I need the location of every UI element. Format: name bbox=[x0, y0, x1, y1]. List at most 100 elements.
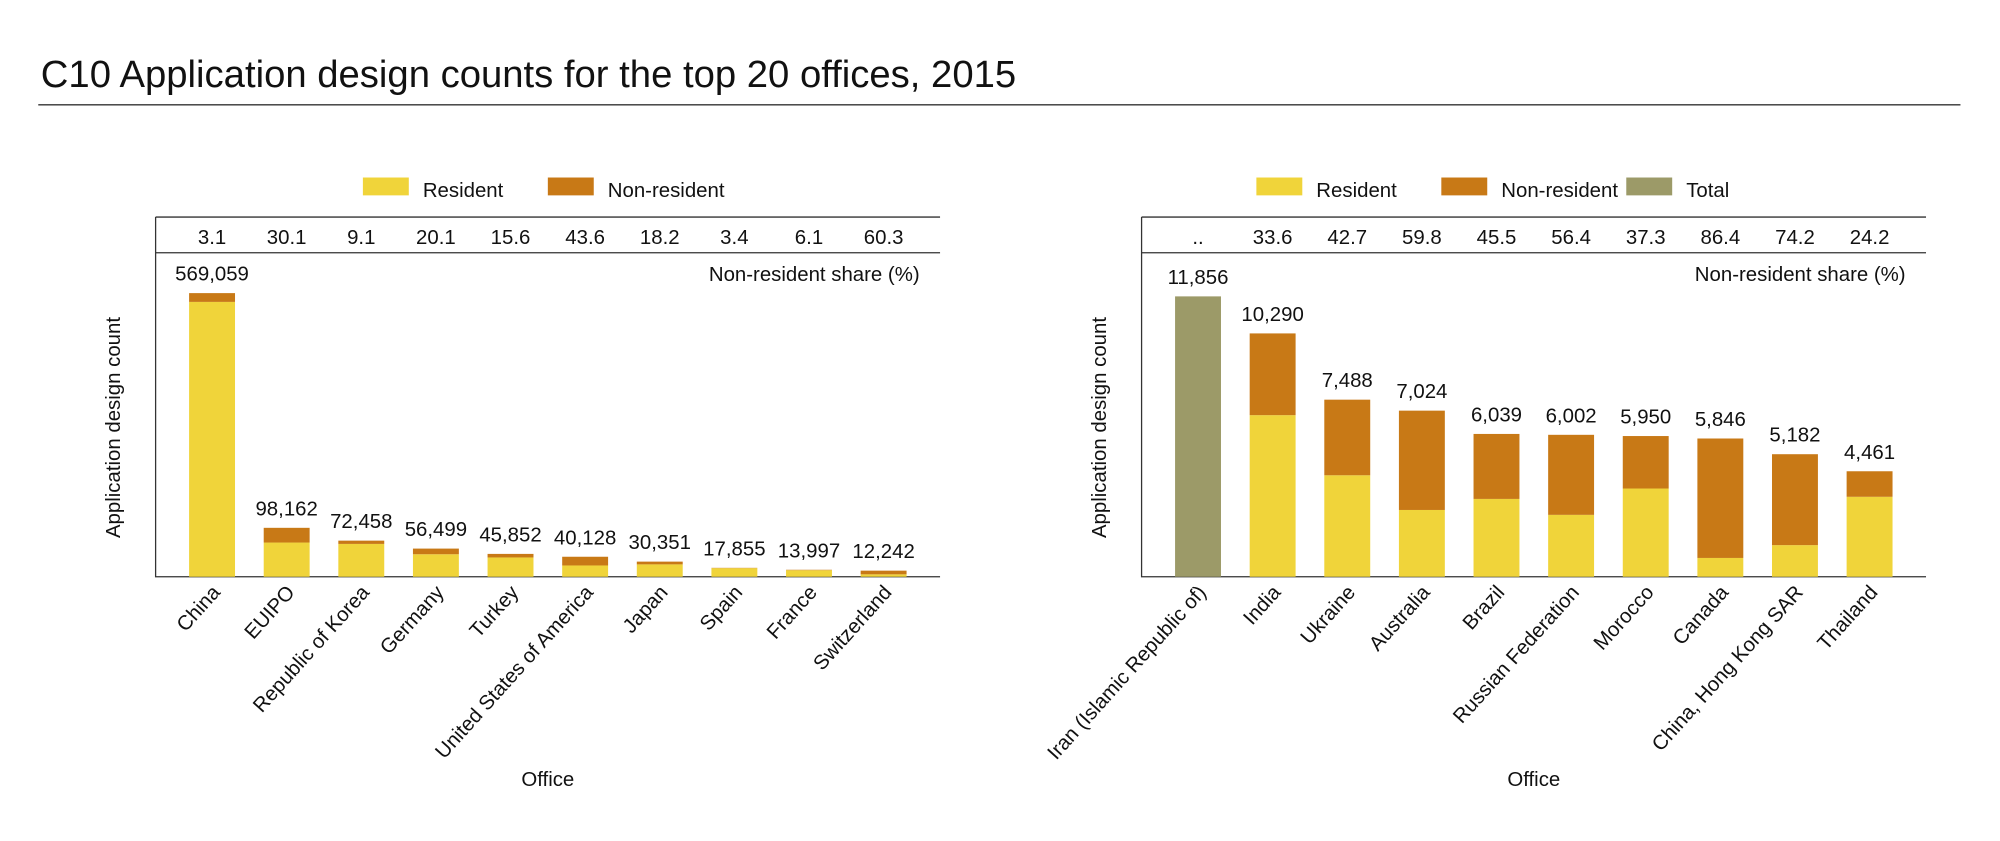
bar-segment bbox=[711, 568, 758, 577]
x-tick-label: Russian Federation bbox=[1449, 582, 1584, 728]
legend-label: Resident bbox=[1316, 180, 1397, 202]
bar-segment bbox=[338, 540, 385, 544]
share-value: 74.2 bbox=[1775, 227, 1815, 249]
total-label: 5,846 bbox=[1695, 409, 1746, 431]
total-label: 7,024 bbox=[1396, 381, 1447, 403]
bar-segment bbox=[1772, 454, 1818, 546]
total-label: 4,461 bbox=[1844, 442, 1895, 464]
share-value: 20.1 bbox=[416, 227, 456, 249]
total-label: 72,458 bbox=[330, 511, 392, 533]
x-tick-label: Switzerland bbox=[810, 582, 897, 675]
bar-segment bbox=[1175, 296, 1221, 577]
total-label: 12,242 bbox=[852, 541, 914, 563]
share-value: 24.2 bbox=[1850, 227, 1890, 249]
legend-label: Non-resident bbox=[1501, 180, 1618, 202]
bar-segment bbox=[1324, 475, 1371, 577]
bar-segment bbox=[1473, 433, 1520, 499]
bar-segment bbox=[189, 301, 236, 577]
total-label: 5,182 bbox=[1769, 425, 1820, 447]
bar-segment bbox=[189, 293, 236, 302]
share-value: 45.5 bbox=[1477, 227, 1517, 249]
x-axis-label: Office bbox=[1507, 769, 1560, 791]
x-tick-label: Brazil bbox=[1459, 582, 1509, 635]
total-label: 40,128 bbox=[554, 527, 616, 549]
bar-segment bbox=[860, 574, 907, 577]
bar-segment bbox=[1473, 498, 1520, 577]
bar-segment bbox=[636, 564, 683, 577]
x-tick-label: France bbox=[763, 582, 822, 644]
total-label: 11,856 bbox=[1168, 267, 1229, 289]
share-value: 56.4 bbox=[1551, 227, 1591, 249]
x-tick-label: Morocco bbox=[1590, 582, 1659, 655]
x-tick-label: EUIPO bbox=[241, 582, 300, 644]
legend-swatch bbox=[362, 177, 409, 196]
total-label: 13,997 bbox=[778, 540, 840, 562]
bar-segment bbox=[1548, 434, 1595, 515]
bar-segment bbox=[412, 548, 459, 555]
bar-segment bbox=[338, 543, 385, 577]
legend-label: Resident bbox=[423, 180, 504, 202]
bar-segment bbox=[860, 570, 907, 575]
share-value: 37.3 bbox=[1626, 227, 1666, 249]
share-label: Non-resident share (%) bbox=[1695, 264, 1906, 286]
share-value: 9.1 bbox=[347, 227, 375, 249]
bar-segment bbox=[1697, 438, 1744, 558]
share-value: 86.4 bbox=[1701, 227, 1741, 249]
x-tick-label: Spain bbox=[696, 582, 747, 635]
bar-segment bbox=[1249, 415, 1296, 577]
legend-label: Non-resident bbox=[608, 180, 725, 202]
x-tick-label: China bbox=[173, 581, 225, 636]
x-tick-label: India bbox=[1240, 581, 1286, 629]
total-label: 17,855 bbox=[703, 538, 765, 560]
bar-segment bbox=[1846, 496, 1893, 577]
share-value: 6.1 bbox=[795, 227, 823, 249]
bar-segment bbox=[487, 553, 534, 558]
share-value: 33.6 bbox=[1253, 227, 1293, 249]
y-axis-label: Application design count bbox=[103, 317, 125, 538]
y-axis-label: Application design count bbox=[1089, 317, 1111, 538]
bar-segment bbox=[1697, 557, 1744, 577]
total-label: 6,039 bbox=[1471, 404, 1522, 426]
share-label: Non-resident share (%) bbox=[709, 264, 920, 286]
share-value: 30.1 bbox=[267, 227, 307, 249]
bar-segment bbox=[1846, 471, 1893, 497]
x-tick-label: Iran (Islamic Republic of) bbox=[1044, 582, 1211, 764]
share-value: 60.3 bbox=[864, 227, 904, 249]
share-value: 18.2 bbox=[640, 227, 680, 249]
total-label: 7,488 bbox=[1322, 370, 1373, 392]
total-label: 5,950 bbox=[1620, 407, 1671, 429]
share-value: 3.1 bbox=[198, 227, 226, 249]
x-axis-label: Office bbox=[521, 769, 574, 791]
bar-segment bbox=[1622, 488, 1669, 577]
bar-segment bbox=[1622, 436, 1669, 489]
x-tick-label: Canada bbox=[1669, 581, 1734, 649]
bar-segment bbox=[1324, 399, 1371, 476]
page-title: C10 Application design counts for the to… bbox=[41, 53, 1016, 96]
x-tick-label: Thailand bbox=[1814, 582, 1883, 655]
total-label: 10,290 bbox=[1241, 304, 1303, 326]
total-label: 6,002 bbox=[1546, 405, 1597, 427]
bar-segment bbox=[1772, 545, 1818, 577]
bar-segment bbox=[1548, 514, 1595, 577]
total-label: 98,162 bbox=[255, 498, 317, 520]
bar-segment bbox=[636, 561, 683, 565]
x-tick-label: Turkey bbox=[466, 581, 524, 642]
x-tick-label: Japan bbox=[619, 582, 673, 638]
total-label: 56,499 bbox=[405, 519, 467, 541]
x-tick-label: China, Hong Kong SAR bbox=[1648, 582, 1808, 756]
bar-segment bbox=[1249, 333, 1296, 416]
x-tick-label: Germany bbox=[376, 581, 449, 659]
bar-segment bbox=[263, 542, 310, 577]
total-label: 569,059 bbox=[175, 264, 249, 286]
share-value: 42.7 bbox=[1327, 227, 1367, 249]
bar-segment bbox=[1398, 509, 1445, 577]
legend-label: Total bbox=[1686, 180, 1729, 202]
legend-swatch bbox=[1626, 177, 1673, 196]
total-label: 45,852 bbox=[479, 524, 541, 546]
legend-swatch bbox=[1256, 177, 1303, 196]
share-value: .. bbox=[1192, 227, 1203, 249]
total-label: 30,351 bbox=[629, 532, 691, 554]
share-value: 59.8 bbox=[1402, 227, 1442, 249]
